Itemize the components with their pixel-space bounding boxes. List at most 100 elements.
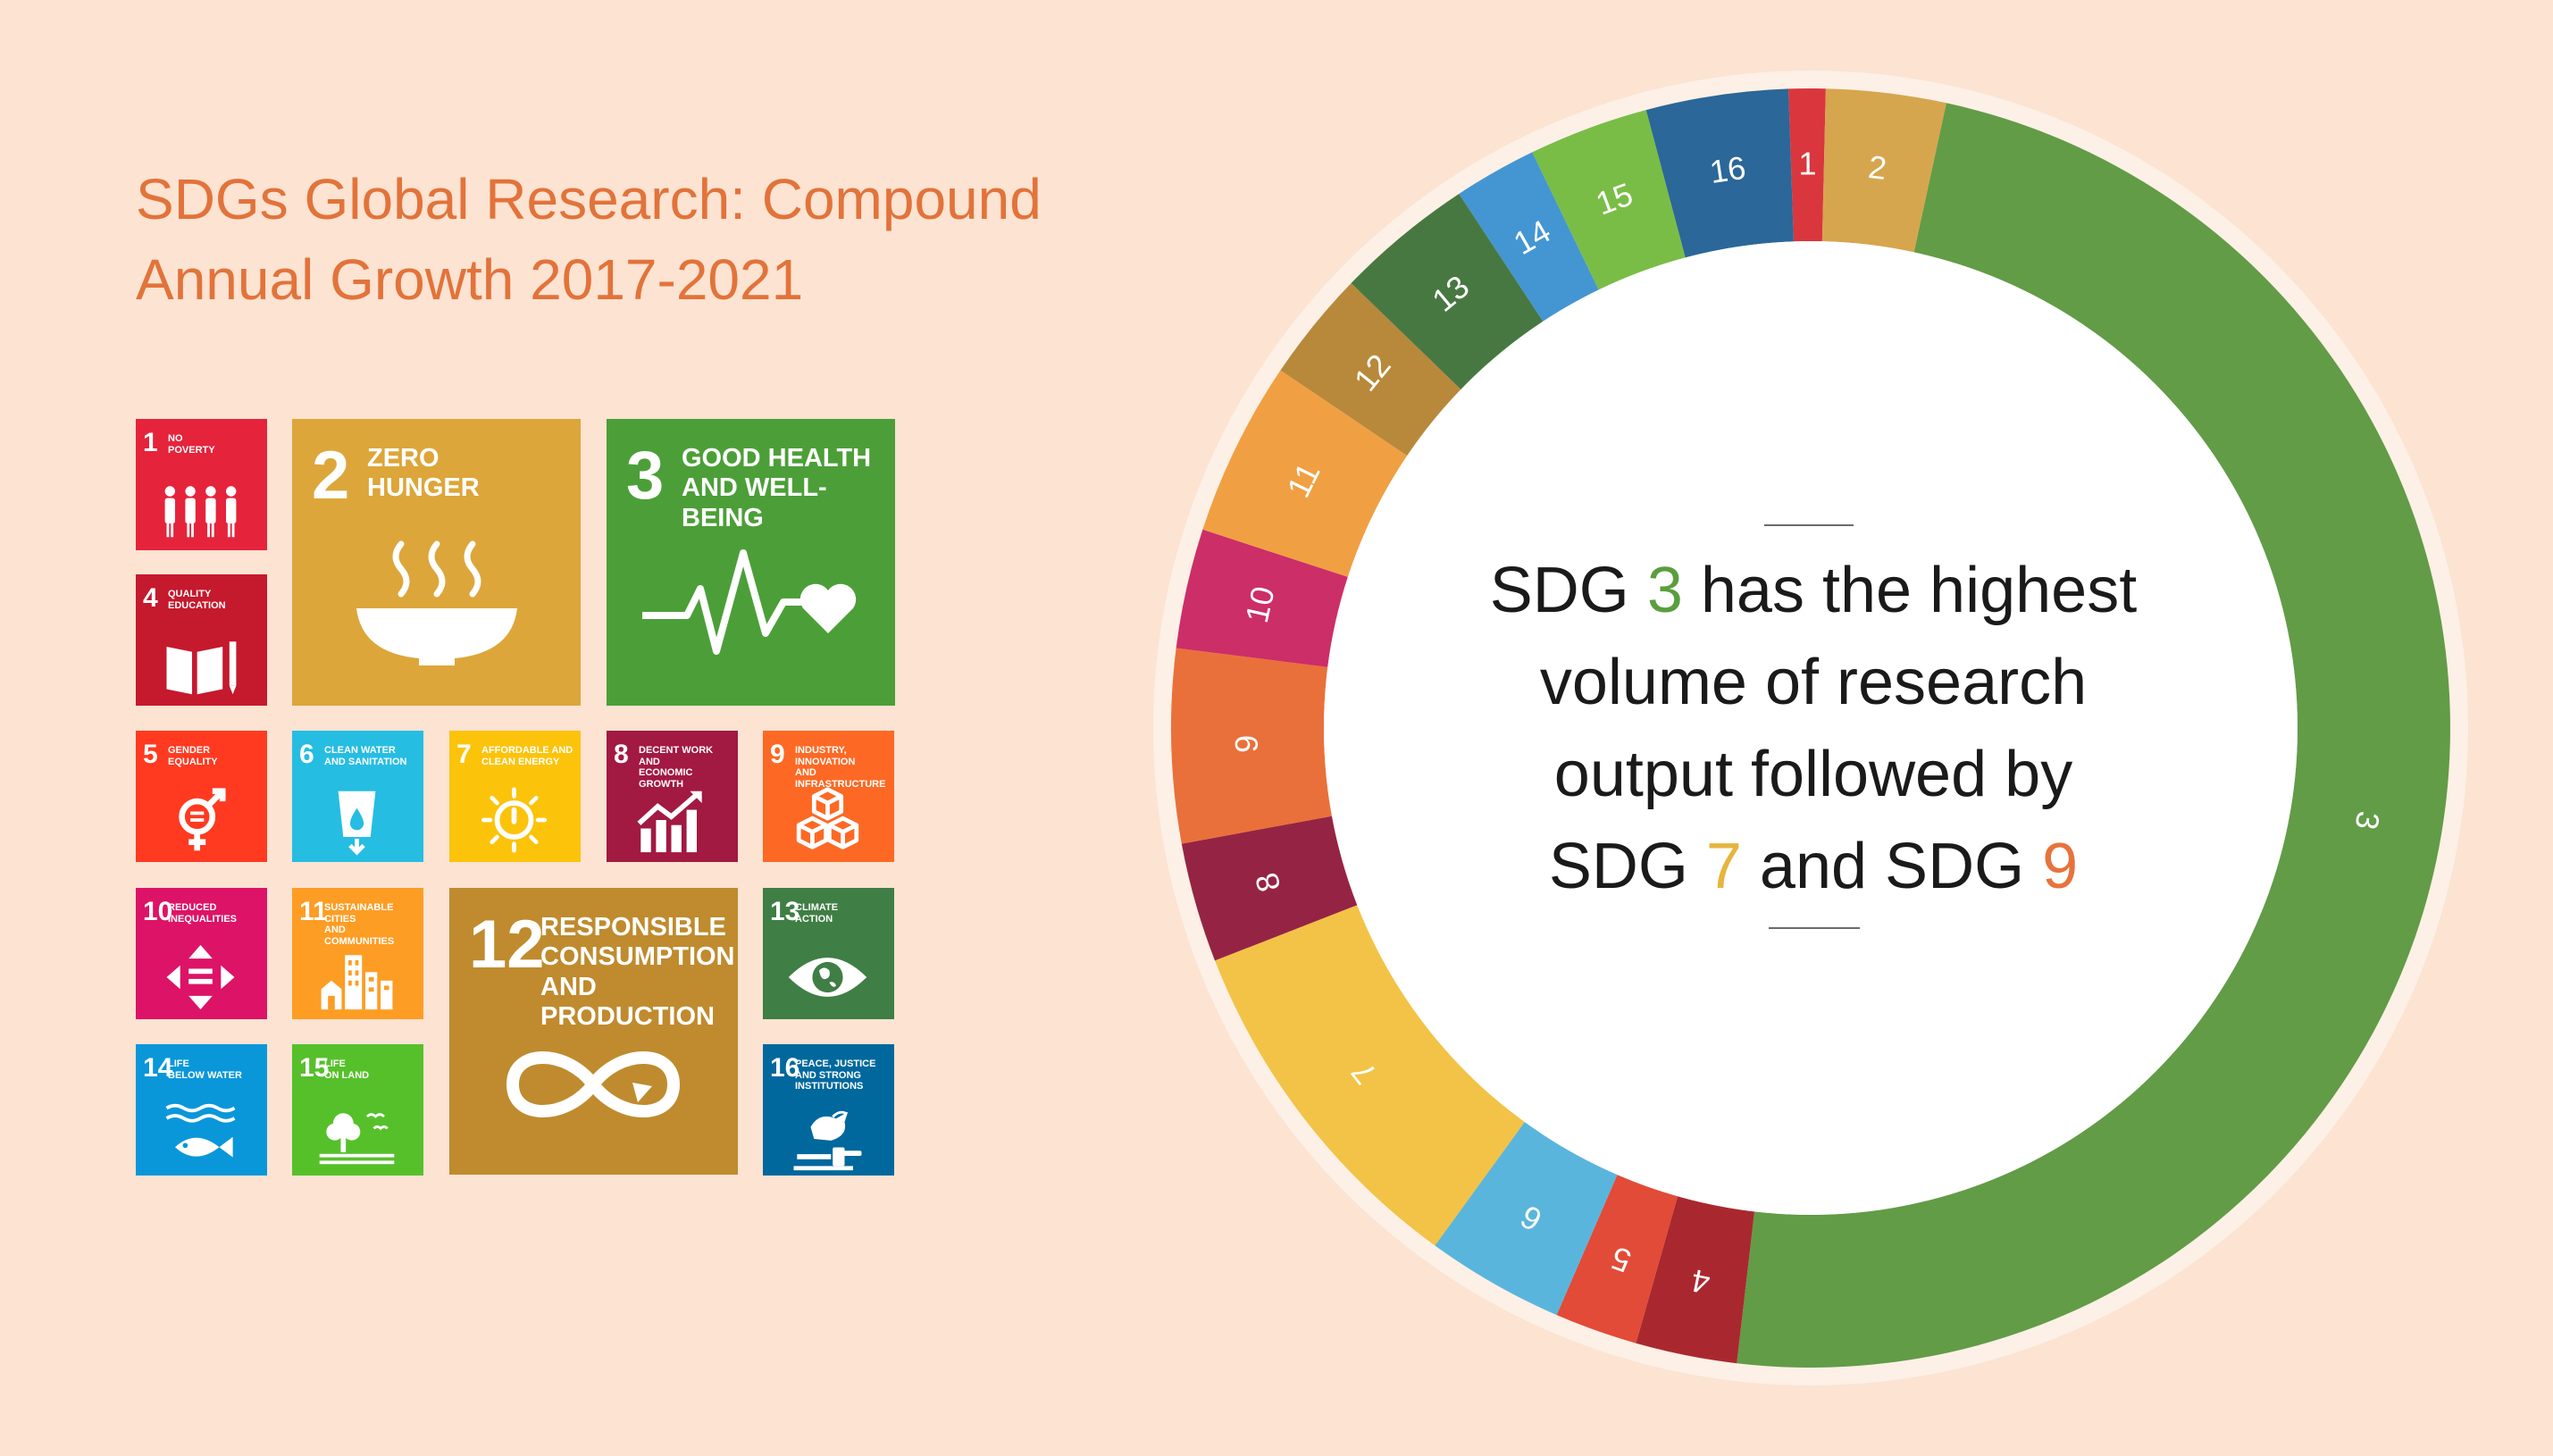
city-buildings-icon xyxy=(321,955,393,1010)
sdg-tile-number: 15 xyxy=(299,1053,330,1083)
callout-bottom-rule xyxy=(1769,927,1860,929)
sdg-tile-number: 2 xyxy=(312,438,350,514)
sdg-tile-label: Life on Land xyxy=(324,1059,370,1081)
sdg-tile-number: 12 xyxy=(469,907,545,983)
book-pencil-icon xyxy=(166,641,237,695)
equality-arrows-icon xyxy=(166,944,235,1010)
donut-segment-sdg-5 xyxy=(1556,1175,1678,1343)
infinity-icon xyxy=(506,1051,681,1117)
sdg-tile-label: Responsible Consumption and Production xyxy=(540,913,735,1032)
sdg-tile-label: Sustainable Cities and Communities xyxy=(324,902,395,947)
donut-segment-sdg-2 xyxy=(1821,88,1946,253)
sdg-tile-number: 5 xyxy=(143,740,158,769)
donut-segment-sdg-8 xyxy=(1181,816,1358,961)
dove-gavel-icon xyxy=(793,1110,862,1171)
sdg-tile-number: 6 xyxy=(299,740,314,769)
sdg-tile-number: 13 xyxy=(770,897,800,926)
highlight-sdg-9: 9 xyxy=(2042,831,2079,902)
callout-line-2: volume of research xyxy=(1539,647,2088,718)
sdg-tile-number: 9 xyxy=(770,740,785,769)
sdg-tile-1: 1 No Poverty xyxy=(136,419,267,550)
sdg-tile-10: 10 Reduced Inequalities xyxy=(136,888,267,1019)
sdg-tile-number: 16 xyxy=(770,1053,800,1083)
water-glass-icon xyxy=(338,791,376,856)
donut-label-sdg-9: 9 xyxy=(1227,734,1265,753)
donut-inner-hole xyxy=(1324,241,2298,1215)
sdg-tile-label: Zero Hunger xyxy=(367,444,480,503)
donut-segment-sdg-10 xyxy=(1176,529,1348,667)
sdg-tile-4: 4 Quality Education xyxy=(136,574,267,706)
donut-segment-sdg-7 xyxy=(1215,905,1525,1246)
sdg-tile-label: Good Health and Well-Being xyxy=(682,444,872,532)
fish-waves-icon xyxy=(165,1103,236,1158)
sdg-tile-5: 5 Gender Equality xyxy=(136,731,267,862)
page-title-line-2: Annual Growth 2017-2021 xyxy=(136,247,804,312)
sdg-tile-number: 3 xyxy=(626,438,665,514)
page-title-line-1: SDGs Global Research: Compound xyxy=(136,167,1042,231)
sdg-tile-label: Quality Education xyxy=(168,589,226,611)
sdg-tile-number: 7 xyxy=(456,740,472,769)
sdg-tile-7: 7 Affordable and Clean Energy xyxy=(449,731,581,862)
donut-segment-sdg-11 xyxy=(1202,370,1408,577)
sdg-tile-15: 15 Life on Land xyxy=(292,1044,423,1176)
sdg-tile-number: 14 xyxy=(143,1053,173,1083)
sdg-tile-label: Industry, Innovation and Infrastructure xyxy=(795,745,886,790)
sdg-tile-label: Reduced Inequalities xyxy=(168,902,238,925)
donut-segments xyxy=(1171,88,2450,1368)
food-bowl-icon xyxy=(356,540,517,665)
sdg-tile-6: 6 Clean Water and Sanitation xyxy=(292,731,423,862)
sdg-tile-number: 8 xyxy=(614,740,629,769)
sdg-tile-label: Clean Water and Sanitation xyxy=(324,745,407,767)
tree-birds-icon xyxy=(319,1113,395,1165)
sdg-tile-number: 10 xyxy=(143,897,173,926)
cubes-icon xyxy=(796,787,859,849)
sdg-tile-12: 12 Responsible Consumption and Productio… xyxy=(449,888,738,1175)
callout-top-rule xyxy=(1764,524,1854,526)
sdg-tile-label: Climate Action xyxy=(795,902,839,925)
sdg-tile-8: 8 Decent Work and Economic Growth xyxy=(607,731,738,862)
callout-text-part: and SDG xyxy=(1741,831,2043,902)
callout-text-part: SDG xyxy=(1489,555,1647,626)
gender-equality-icon xyxy=(179,788,226,851)
highlight-sdg-7: 7 xyxy=(1705,831,1742,902)
sdg-tile-9: 9 Industry, Innovation and Infrastructur… xyxy=(763,731,894,862)
donut-segment-sdg-12 xyxy=(1280,283,1461,456)
highlight-sdg-3: 3 xyxy=(1646,555,1683,626)
donut-label-sdg-10: 10 xyxy=(1238,583,1282,626)
donut-segment-sdg-3 xyxy=(1737,103,2450,1368)
donut-segment-sdg-16 xyxy=(1645,88,1794,258)
page-title: SDGs Global Research: Compound Annual Gr… xyxy=(136,159,1118,320)
callout-text: SDG 3 has the highest volume of research… xyxy=(1376,545,2251,913)
donut-segment-sdg-4 xyxy=(1636,1196,1755,1364)
sdg-tile-number: 1 xyxy=(143,428,158,457)
donut-segment-sdg-9 xyxy=(1171,648,1332,844)
sdg-tile-label: Gender Equality xyxy=(168,745,218,767)
eye-globe-icon xyxy=(788,958,867,997)
sdg-tile-number: 11 xyxy=(299,897,328,926)
callout-text-part: SDG xyxy=(1548,831,1706,902)
sdg-tile-11: 11 Sustainable Cities and Communities xyxy=(292,888,423,1019)
donut-segment-sdg-13 xyxy=(1351,193,1544,389)
sdg-tile-13: 13 Climate Action xyxy=(763,888,894,1019)
heartbeat-icon xyxy=(642,549,857,655)
sdg-tile-16: 16 Peace, Justice and Strong Institution… xyxy=(763,1044,894,1176)
sun-power-icon xyxy=(481,787,548,853)
donut-segment-sdg-15 xyxy=(1532,110,1686,290)
callout-text-part: has the highest xyxy=(1682,555,2138,626)
sdg-tile-number: 4 xyxy=(143,583,158,613)
growth-chart-icon xyxy=(637,791,702,853)
sdg-tile-3: 3 Good Health and Well-Being xyxy=(607,419,895,706)
sdg-tile-label: Life Below Water xyxy=(168,1059,242,1081)
donut-segment-sdg-6 xyxy=(1435,1122,1618,1316)
sdg-tile-label: No Poverty xyxy=(168,433,215,456)
sdg-tile-label: Affordable and Clean Energy xyxy=(481,745,573,767)
sdg-tile-label: Peace, Justice and Strong Institutions xyxy=(795,1059,876,1092)
sdg-tile-14: 14 Life Below Water xyxy=(136,1044,267,1176)
donut-segment-sdg-1 xyxy=(1788,88,1826,242)
donut-label-sdg-16: 16 xyxy=(1707,149,1748,190)
sdg-tile-label: Decent Work and Economic Growth xyxy=(639,745,714,790)
callout-line-4: SDG 7 and SDG 9 xyxy=(1376,821,2251,913)
callout-line-3: output followed by xyxy=(1553,739,2073,810)
